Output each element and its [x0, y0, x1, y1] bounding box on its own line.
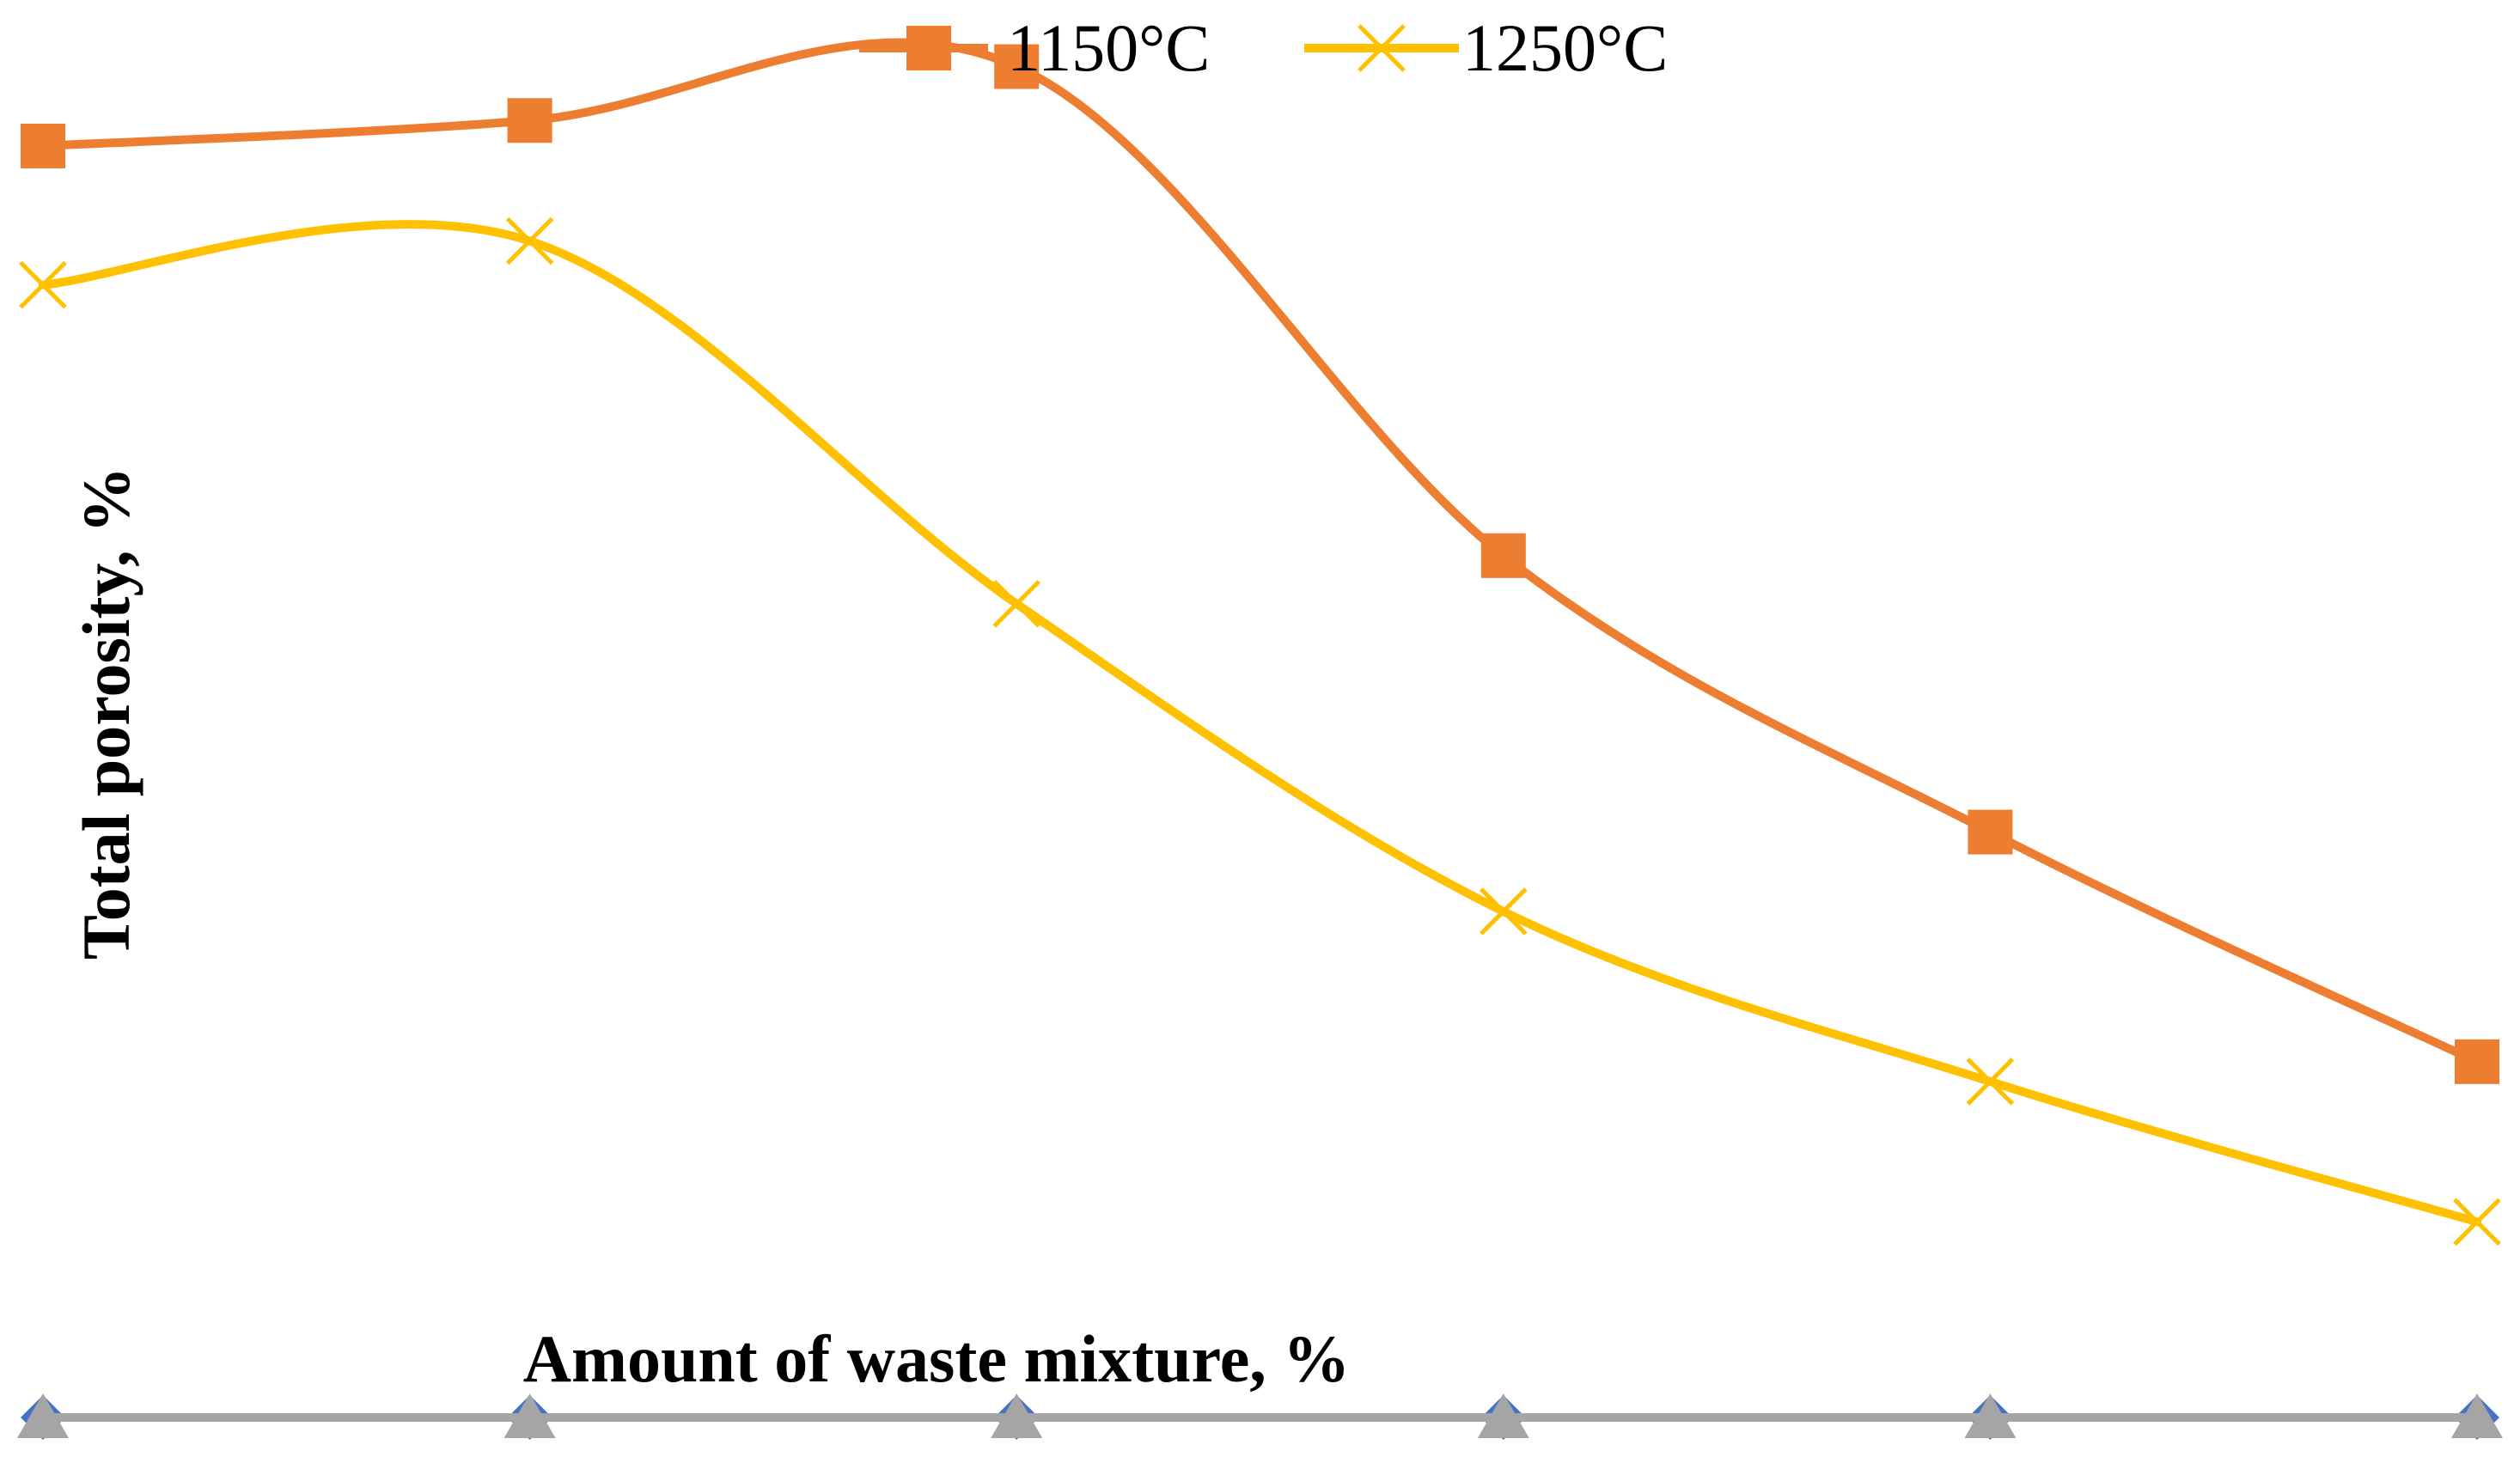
legend-marker-x [1358, 24, 1406, 72]
legend: 1150°C 1250°C [859, 10, 1668, 85]
point-s1-2 [992, 580, 1040, 628]
point-s3-0 [17, 1393, 69, 1438]
point-s1-4 [1966, 1058, 2015, 1106]
legend-label-1250: 1250°C [1462, 10, 1668, 85]
legend-label-1150: 1150°C [1007, 10, 1210, 85]
legend-marker-square [906, 26, 951, 70]
point-s1-0 [19, 260, 67, 309]
point-s3-4 [1964, 1393, 2017, 1438]
point-s0-5 [2455, 1039, 2499, 1084]
series-layer [17, 38, 2503, 1440]
series-line-0 [39, 38, 2481, 1066]
point-s0-1 [507, 98, 552, 143]
legend-item-1250: 1250°C [1304, 10, 1668, 85]
y-axis-title: Total porosity, % [69, 466, 143, 960]
point-s3-1 [503, 1393, 556, 1438]
point-s3-3 [1477, 1393, 1529, 1438]
point-s3-2 [991, 1393, 1043, 1438]
point-s0-2 [994, 44, 1040, 89]
point-s0-3 [1480, 533, 1526, 578]
x-axis-title: Amount of waste mixture, % [523, 1321, 1351, 1396]
point-s1-3 [1480, 887, 1528, 936]
series-line-1 [39, 220, 2481, 1227]
series-0 [21, 38, 2499, 1084]
point-s0-4 [1968, 809, 2013, 855]
series-1 [19, 216, 2501, 1247]
point-s1-1 [505, 216, 554, 265]
series-3 [17, 1393, 2503, 1438]
point-s1-5 [2453, 1198, 2501, 1247]
point-s0-0 [21, 123, 65, 168]
point-s3-5 [2451, 1393, 2503, 1438]
legend-item-1150: 1150°C [859, 10, 1210, 85]
